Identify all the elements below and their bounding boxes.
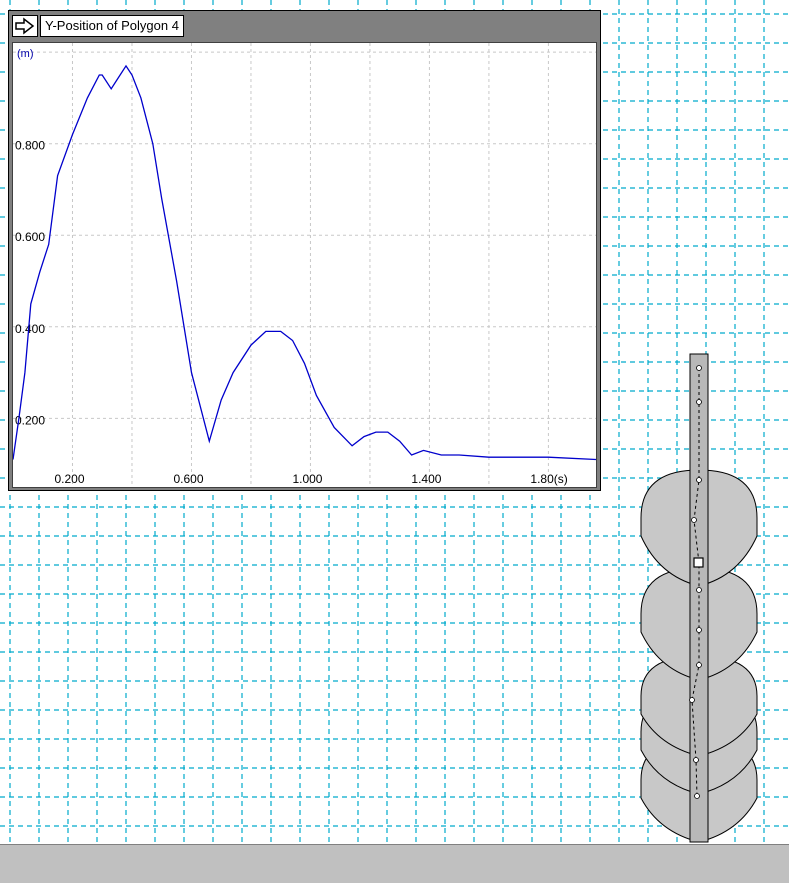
chart-header[interactable]: Y-Position of Polygon 4 xyxy=(9,11,600,41)
series-line xyxy=(13,64,596,461)
joint-marker[interactable] xyxy=(696,477,702,483)
joint-marker[interactable] xyxy=(696,587,702,593)
x-tick-label: 1.000 xyxy=(292,472,322,486)
plot-area[interactable]: 0.200 0.400 0.600 0.800 0.200 0.600 1.000 1.400… xyxy=(12,42,597,488)
y-tick-label: 0.600 xyxy=(15,230,45,244)
x-tick-label: 0.200 xyxy=(54,472,84,486)
x-tick-label: 1.80(s) xyxy=(530,472,567,486)
joint-marker[interactable] xyxy=(696,365,702,371)
y-tick-label: 0.400 xyxy=(15,322,45,336)
chart-title: Y-Position of Polygon 4 xyxy=(40,15,184,37)
x-tick-label: 0.600 xyxy=(173,472,203,486)
joint-marker[interactable] xyxy=(694,793,700,799)
y-axis-unit: (m) xyxy=(17,48,34,60)
joint-marker[interactable] xyxy=(696,627,702,633)
x-tick-label: 1.400 xyxy=(411,472,441,486)
y-tick-label: 0.200 xyxy=(15,413,45,427)
joint-marker[interactable] xyxy=(696,662,702,668)
selected-point-marker[interactable] xyxy=(693,557,704,568)
arrow-right-icon[interactable] xyxy=(12,15,38,37)
chart-window[interactable]: Y-Position of Polygon 4 0.200 0.400 0.600 0… xyxy=(8,10,601,491)
line-chart: 0.200 0.400 0.600 0.800 0.200 0.600 1.000 1.400… xyxy=(13,43,596,487)
joint-marker[interactable] xyxy=(696,399,702,405)
ground xyxy=(0,844,789,883)
joint-marker[interactable] xyxy=(693,757,699,763)
y-tick-label: 0.800 xyxy=(15,139,45,153)
joint-marker[interactable] xyxy=(691,517,697,523)
joint-marker[interactable] xyxy=(689,697,695,703)
